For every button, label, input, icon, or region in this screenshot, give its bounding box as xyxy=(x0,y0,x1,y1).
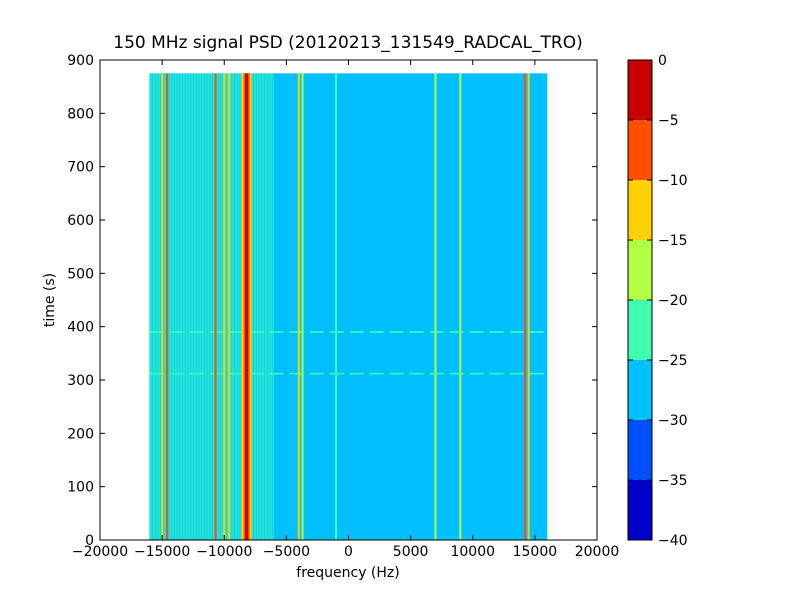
x-tick-label: 20000 xyxy=(575,544,620,560)
colorbar-tick-label: −25 xyxy=(658,353,688,369)
y-tick-label: 400 xyxy=(67,320,94,336)
x-tick-label: −15000 xyxy=(134,544,190,560)
colorbar-tick-label: −10 xyxy=(658,173,688,189)
colorbar-tick-label: −15 xyxy=(658,233,688,249)
colorbar-segment xyxy=(628,240,652,300)
colorbar: 0 −5 −10 −15 −20 −25 −30 −35 −40 xyxy=(627,53,688,549)
colorbar-tick-label: 0 xyxy=(658,53,667,69)
colorbar-segment xyxy=(628,60,652,120)
y-tick-label: 600 xyxy=(67,213,94,229)
x-tick-label: 15000 xyxy=(513,544,558,560)
colorbar-segment xyxy=(628,180,652,240)
y-tick-label: 700 xyxy=(67,160,94,176)
colorbar-segment xyxy=(628,120,652,180)
x-tick-label: 5000 xyxy=(393,544,429,560)
plot-area xyxy=(149,73,548,540)
colorbar-tick-label: −30 xyxy=(658,413,688,429)
x-tick-label: 10000 xyxy=(450,544,495,560)
colorbar-tick-label: −40 xyxy=(658,533,688,549)
y-tick-label: 200 xyxy=(67,426,94,442)
y-tick-label: 900 xyxy=(67,53,94,69)
x-tick-label: −20000 xyxy=(72,544,128,560)
y-tick-label: 300 xyxy=(67,373,94,389)
chart-title: 150 MHz signal PSD (20120213_131549_RADC… xyxy=(113,33,582,53)
y-tick-label: 0 xyxy=(85,533,94,549)
x-tick-label: −5000 xyxy=(263,544,310,560)
colorbar-tick-label: −5 xyxy=(658,113,679,129)
y-tick-label: 500 xyxy=(67,266,94,282)
y-tick-label: 100 xyxy=(67,480,94,496)
colorbar-segment xyxy=(628,300,652,360)
colorbar-segment xyxy=(628,420,652,480)
colorbar-tick-label: −35 xyxy=(658,473,688,489)
y-axis: 0 100 200 300 400 500 600 700 800 900 xyxy=(67,53,597,549)
colorbar-segment xyxy=(628,480,652,540)
y-axis-label: time (s) xyxy=(42,273,58,327)
x-tick-label: −10000 xyxy=(196,544,252,560)
colorbar-tick-label: −20 xyxy=(658,293,688,309)
heatmap-band xyxy=(149,73,274,540)
x-axis: −20000 −15000 −10000 −5000 0 5000 10000 15000 20… xyxy=(72,60,619,560)
x-axis-label: frequency (Hz) xyxy=(296,565,399,581)
colorbar-segment xyxy=(628,360,652,420)
x-tick-label: 0 xyxy=(344,544,353,560)
y-tick-label: 800 xyxy=(67,106,94,122)
